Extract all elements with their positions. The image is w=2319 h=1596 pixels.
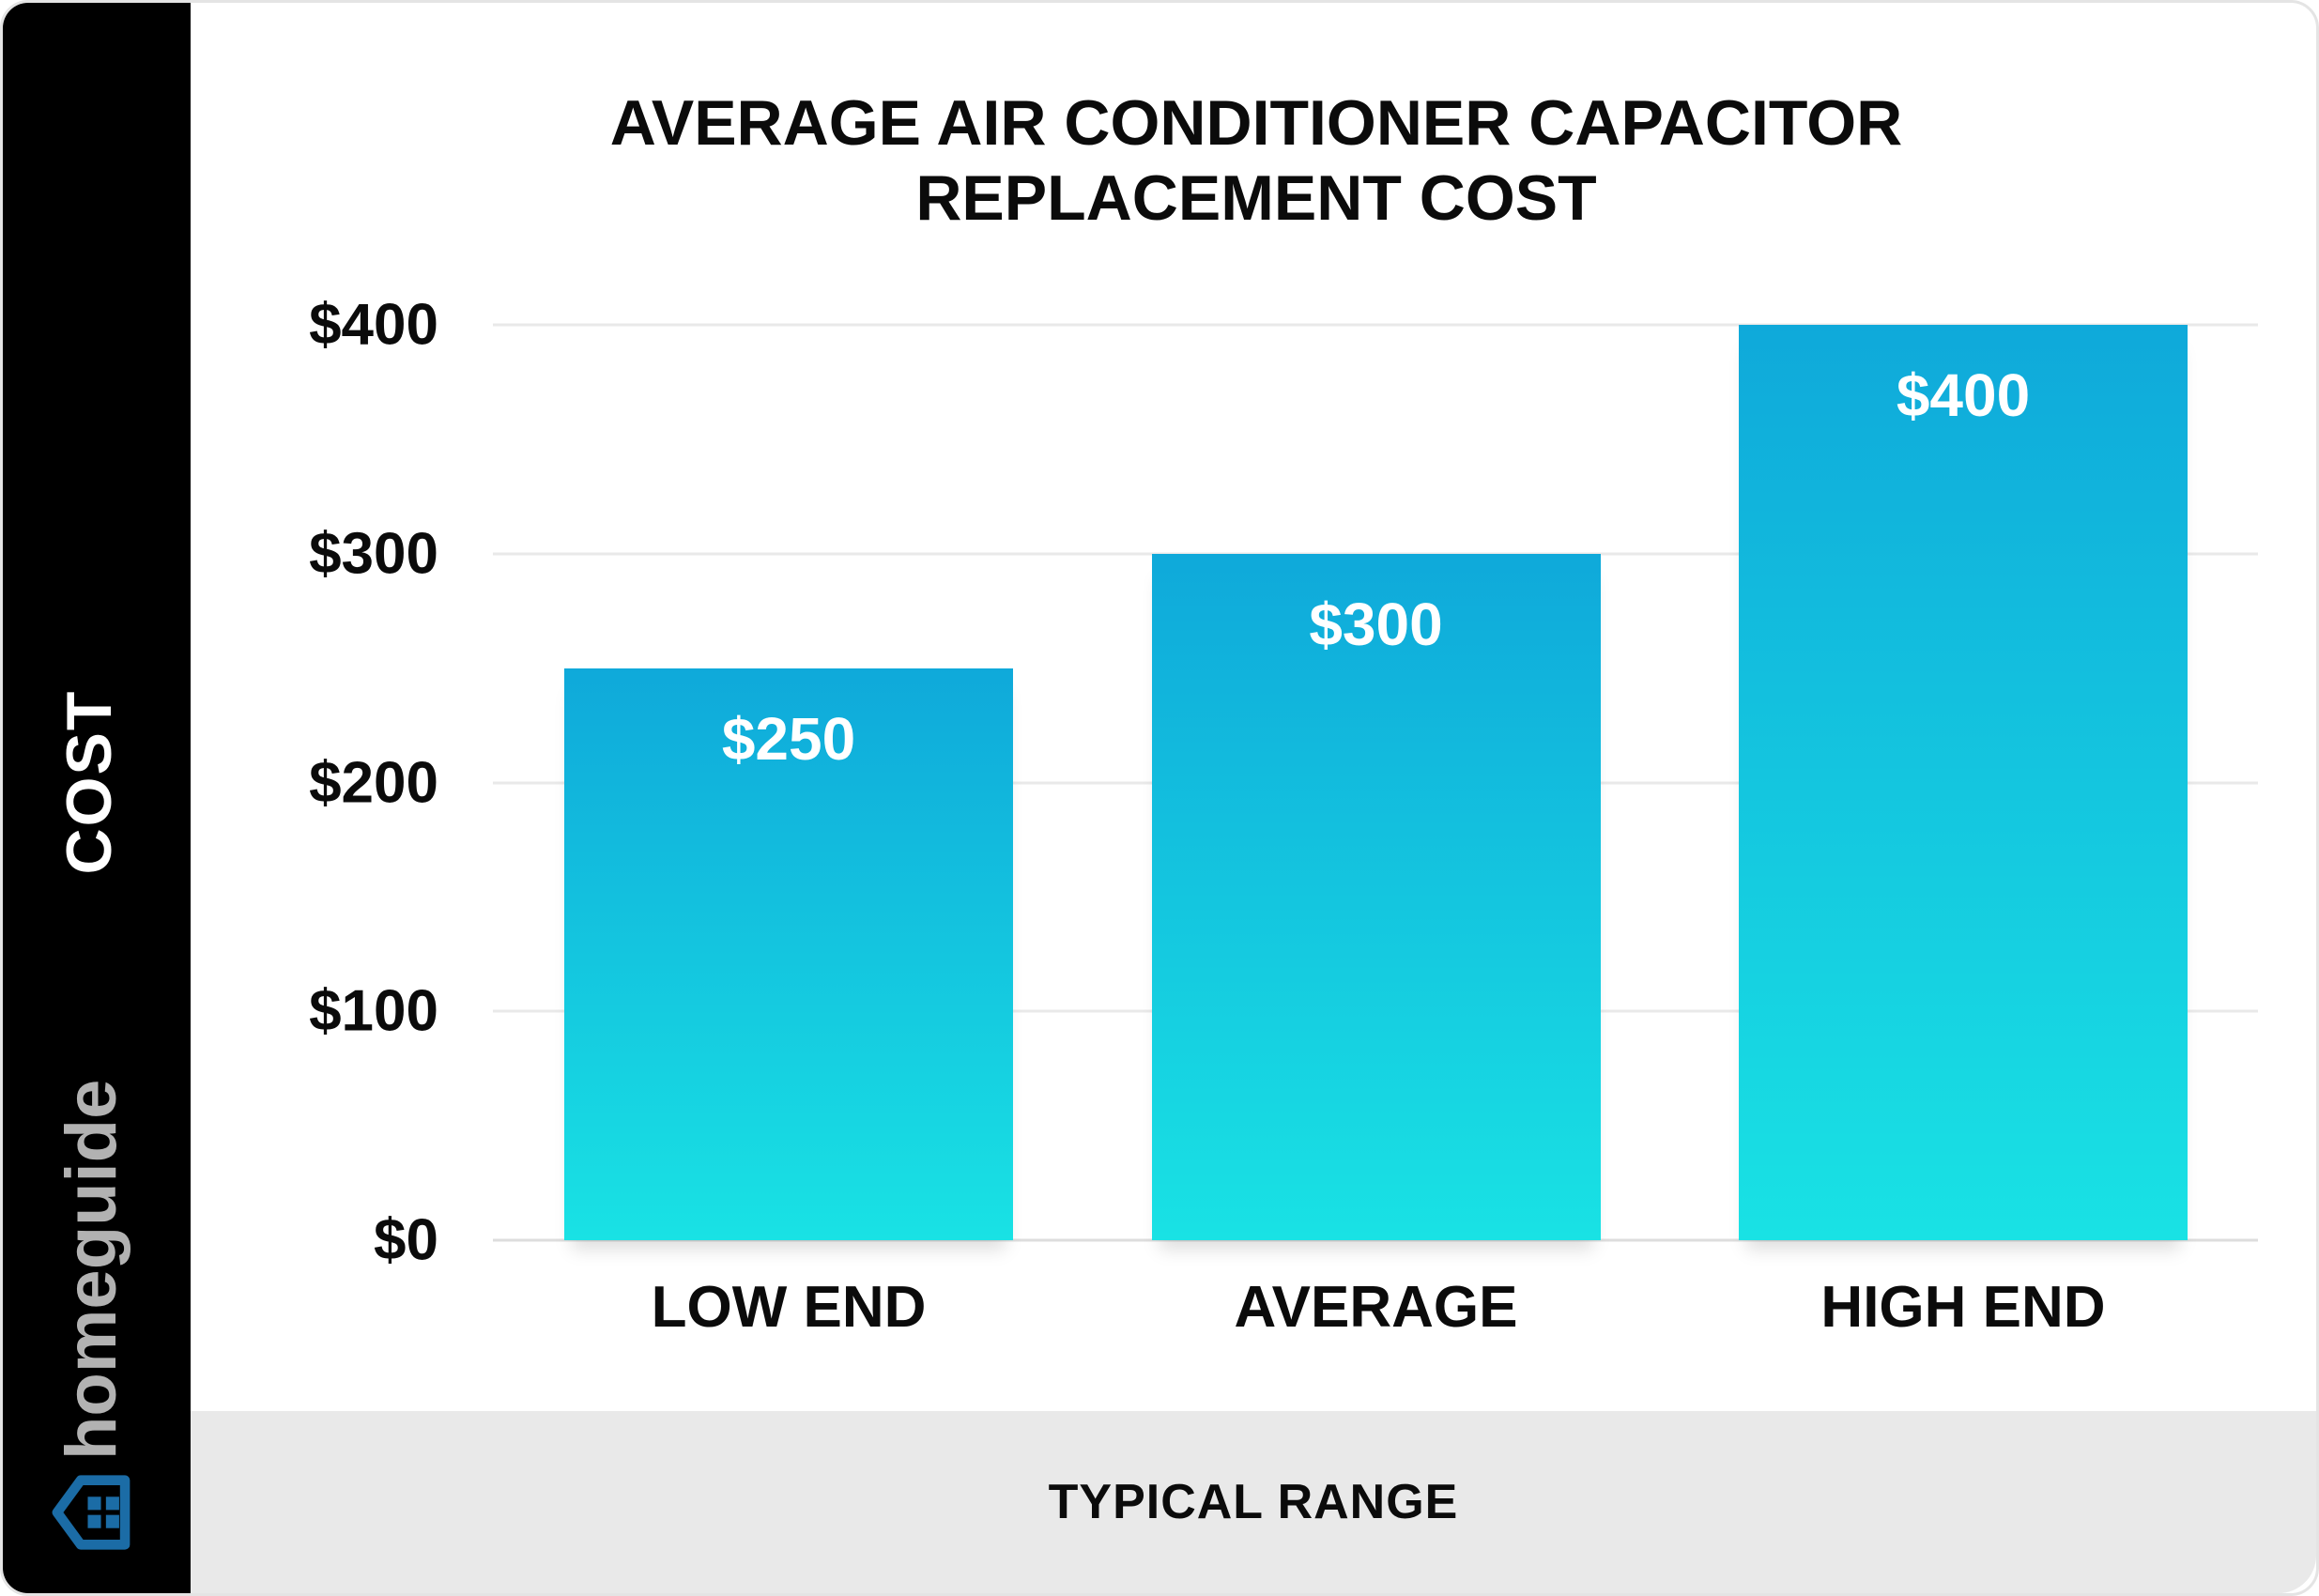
x-category-label: AVERAGE [1234, 1275, 1518, 1340]
y-tick-label: $400 [309, 292, 438, 358]
bar: $250 [564, 668, 1013, 1240]
bar-value-label: $250 [721, 704, 856, 773]
chart-title-line-2: REPLACEMENT COST [915, 162, 1597, 235]
y-tick-label: $300 [309, 521, 438, 587]
bar-value-label: $400 [1896, 361, 2031, 429]
chart-title-line-1: AVERAGE AIR CONDITIONER CAPACITOR [609, 87, 1903, 159]
bar-value-label: $300 [1309, 590, 1443, 658]
chart-title: AVERAGE AIR CONDITIONER CAPACITOR REPLAC… [191, 85, 2316, 236]
bars: $250 LOW END $300 AVERAGE $400 HIGH END [493, 325, 2258, 1340]
bar: $300 [1151, 553, 1601, 1240]
bar-slot: $250 LOW END [564, 325, 1013, 1340]
gridline [493, 1238, 2258, 1242]
x-axis-band: TYPICAL RANGE [191, 1411, 2316, 1593]
plot-area: $400 $300 $200 $100 $0 $250 LOW END $300 AVERAG… [309, 293, 2258, 1340]
bar: $400 [1739, 325, 2188, 1240]
y-tick-label: $0 [374, 1207, 438, 1273]
bar-slot: $300 AVERAGE [1151, 325, 1601, 1340]
sidebar: COST homeguide [3, 3, 191, 1593]
y-axis-title: COST [54, 689, 125, 875]
x-category-label: HIGH END [1820, 1275, 2106, 1340]
y-axis-labels: $400 $300 $200 $100 $0 [138, 293, 438, 1273]
gridline [493, 323, 2258, 327]
homeguide-logo-text: homeguide [52, 1079, 131, 1460]
x-category-label: LOW END [651, 1275, 927, 1340]
y-tick-label: $100 [309, 978, 438, 1044]
y-tick-label: $200 [309, 750, 438, 815]
bar-slot: $400 HIGH END [1739, 325, 2188, 1340]
house-icon [52, 1475, 131, 1550]
x-axis-title: TYPICAL RANGE [1048, 1475, 1459, 1529]
